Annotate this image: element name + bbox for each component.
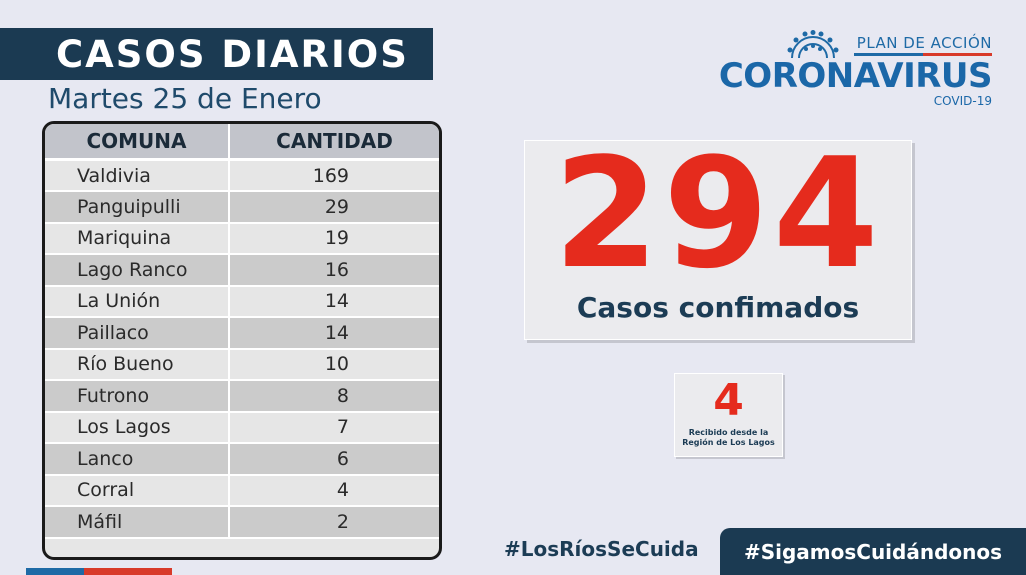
- title-banner: CASOS DIARIOS: [0, 28, 433, 80]
- cantidad-cell: 29: [229, 191, 439, 224]
- total-cases-value: 294: [553, 125, 883, 302]
- cantidad-cell: 16: [229, 254, 439, 287]
- table-header-row: COMUNA CANTIDAD: [45, 124, 439, 161]
- table-row: Río Bueno 10: [45, 348, 439, 381]
- table-row: La Unión 14: [45, 285, 439, 318]
- table-row: Máfil 2: [45, 506, 439, 539]
- comuna-cell: Los Lagos: [45, 411, 230, 444]
- logo-main-text: CORONAVIRUS: [718, 56, 993, 96]
- received-cases-value: 4: [713, 375, 744, 426]
- received-label-line2: Región de Los Lagos: [682, 438, 775, 447]
- cantidad-cell: 14: [229, 317, 439, 350]
- table-row: Paillaco 14: [45, 317, 439, 350]
- logo-plan-text: PLAN DE ACCIÓN: [856, 34, 992, 52]
- table-row: Corral 4: [45, 474, 439, 507]
- coronavirus-logo: PLAN DE ACCIÓN CORONAVIRUS COVID-19: [718, 30, 993, 112]
- table-row: Futrono 8: [45, 380, 439, 413]
- comuna-cell: Lanco: [45, 443, 230, 476]
- comuna-cell: Máfil: [45, 506, 230, 539]
- table-row: Panguipulli 29: [45, 191, 439, 224]
- table-row: Lago Ranco 16: [45, 254, 439, 287]
- total-cases-label: Casos confimados: [576, 291, 860, 324]
- table-row: Mariquina 19: [45, 222, 439, 255]
- comuna-cell: Río Bueno: [45, 348, 230, 381]
- column-header-cantidad: CANTIDAD: [229, 124, 439, 161]
- cantidad-cell: 8: [229, 380, 439, 413]
- comuna-cell: Corral: [45, 474, 230, 507]
- comuna-cell: Valdivia: [45, 159, 230, 192]
- virus-icon: [787, 30, 839, 59]
- hashtag-sigamos-banner: #SigamosCuidándonos: [720, 528, 1026, 575]
- hashtag-losrios: #LosRíosSeCuida: [504, 537, 699, 561]
- column-header-comuna: COMUNA: [45, 124, 230, 161]
- cantidad-cell: 7: [229, 411, 439, 444]
- cantidad-cell: 4: [229, 474, 439, 507]
- footer-stripe-red: [84, 568, 172, 575]
- cantidad-cell: 169: [229, 159, 439, 192]
- cantidad-cell: 19: [229, 222, 439, 255]
- table-row: Valdivia 169: [45, 159, 439, 192]
- cantidad-cell: 10: [229, 348, 439, 381]
- comuna-cell: Paillaco: [45, 317, 230, 350]
- footer-stripe-blue: [26, 568, 84, 575]
- logo-covid-text: COVID-19: [933, 94, 992, 108]
- comuna-cell: Lago Ranco: [45, 254, 230, 287]
- date-label: Martes 25 de Enero: [48, 82, 322, 115]
- cantidad-cell: 6: [229, 443, 439, 476]
- cantidad-cell: 14: [229, 285, 439, 318]
- comuna-cell: Futrono: [45, 380, 230, 413]
- hashtag-sigamos: #SigamosCuidándonos: [743, 539, 1003, 564]
- comuna-cell: La Unión: [45, 285, 230, 318]
- comuna-cell: Panguipulli: [45, 191, 230, 224]
- received-cases-label: Recibido desde la Región de Los Lagos: [679, 428, 778, 448]
- cantidad-cell: 2: [229, 506, 439, 539]
- cases-table: COMUNA CANTIDAD Valdivia 169 Panguipulli 2…: [42, 121, 442, 560]
- comuna-cell: Mariquina: [45, 222, 230, 255]
- table-row: Lanco 6: [45, 443, 439, 476]
- received-label-line1: Recibido desde la: [688, 428, 769, 437]
- page-title: CASOS DIARIOS: [56, 32, 409, 76]
- total-cases-card: 294 Casos confimados: [524, 125, 912, 340]
- logo-rule: [854, 53, 992, 56]
- received-cases-card: 4 Recibido desde la Región de Los Lagos: [674, 373, 783, 457]
- table-row: Los Lagos 7: [45, 411, 439, 444]
